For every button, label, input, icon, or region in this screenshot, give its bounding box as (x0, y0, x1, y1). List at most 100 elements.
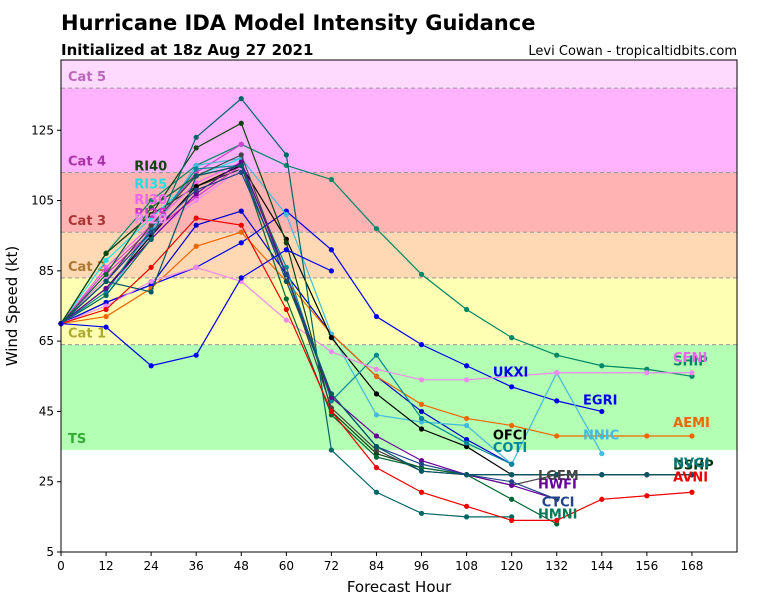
data-point (418, 510, 425, 516)
data-point (373, 465, 380, 471)
data-point (464, 363, 470, 369)
data-point (689, 489, 695, 495)
data-point (509, 422, 515, 429)
category-label: Cat 1 (68, 327, 106, 342)
data-point (373, 313, 380, 320)
data-point (328, 391, 334, 397)
y-tick-label: 85 (39, 264, 54, 278)
data-point (509, 472, 515, 478)
data-point (418, 468, 425, 474)
model-label: EGRI (583, 393, 617, 408)
data-point (554, 370, 560, 376)
x-tick-label: 48 (234, 559, 249, 573)
data-point (373, 226, 380, 232)
data-point (599, 408, 605, 415)
y-tick-label: 45 (39, 404, 54, 418)
data-point (509, 496, 515, 502)
data-point (238, 162, 244, 169)
data-point (193, 352, 199, 358)
data-point (464, 472, 470, 478)
data-point (464, 440, 470, 446)
x-tick-label: 156 (635, 559, 658, 573)
data-point (418, 401, 425, 407)
data-point (148, 236, 154, 242)
data-point (193, 264, 199, 270)
data-point (689, 433, 695, 439)
y-tick-label: 105 (31, 194, 54, 208)
data-point (328, 268, 334, 274)
x-tick-label: 0 (57, 559, 65, 573)
x-axis-label: Forecast Hour (347, 578, 452, 596)
x-tick-label: 108 (455, 559, 478, 573)
model-label: OFCI (493, 429, 527, 444)
data-point (238, 240, 244, 246)
data-point (238, 141, 244, 147)
data-point (464, 306, 470, 313)
data-point (103, 278, 109, 284)
data-point (373, 352, 380, 358)
model-label: HWFI (538, 478, 577, 493)
x-tick-label: 132 (545, 559, 568, 573)
data-point (238, 208, 244, 214)
data-point (373, 391, 380, 397)
data-point (554, 517, 560, 523)
x-tick-label: 96 (414, 559, 429, 573)
y-tick-label: 125 (31, 123, 54, 137)
chart-subtitle: Initialized at 18z Aug 27 2021 (61, 41, 313, 59)
data-point (193, 222, 199, 228)
data-point (283, 306, 289, 313)
data-point (418, 461, 425, 467)
data-point (238, 120, 244, 126)
data-point (373, 454, 380, 460)
model-label: RI40 (134, 160, 167, 175)
data-point (238, 96, 244, 102)
data-point (554, 472, 560, 478)
y-tick-label: 25 (39, 475, 54, 489)
data-point (689, 370, 695, 376)
data-point (283, 247, 289, 253)
data-point (373, 433, 380, 439)
model-label: UKXI (493, 365, 529, 380)
data-point (193, 145, 199, 151)
model-label: RI35 (134, 177, 167, 192)
data-point (599, 363, 605, 369)
data-point (283, 240, 289, 246)
model-label: HMNI (538, 508, 578, 523)
data-point (193, 215, 199, 221)
data-point (238, 169, 244, 176)
model-label: AEMI (673, 416, 710, 431)
model-label: DSHP (673, 458, 714, 473)
data-point (509, 335, 515, 341)
y-tick-label: 65 (39, 334, 54, 348)
data-point (418, 415, 425, 422)
data-point (644, 370, 650, 376)
data-point (283, 296, 289, 302)
data-point (193, 173, 199, 179)
data-point (283, 278, 289, 284)
data-point (418, 342, 425, 348)
data-point (418, 489, 425, 495)
data-point (103, 324, 109, 330)
model-label: SHIP (673, 355, 708, 370)
x-tick-label: 84 (369, 559, 384, 573)
data-point (238, 152, 244, 158)
data-point (418, 271, 425, 277)
data-point (373, 489, 380, 495)
model-label: LGEM (538, 469, 579, 484)
data-point (283, 152, 289, 158)
data-point (103, 271, 109, 277)
data-point (193, 197, 199, 204)
data-point (418, 426, 425, 432)
y-axis-label: Wind Speed (kt) (3, 246, 21, 367)
category-label: Cat 2 (68, 260, 106, 275)
model-label: AVNI (673, 471, 708, 486)
category-label: Cat 4 (68, 154, 106, 169)
data-point (148, 212, 154, 218)
data-point (464, 415, 470, 422)
data-point (554, 398, 560, 404)
data-point (328, 408, 334, 415)
data-point (238, 229, 244, 235)
data-point (328, 176, 334, 183)
data-point (148, 197, 154, 204)
series-line (60, 164, 558, 525)
